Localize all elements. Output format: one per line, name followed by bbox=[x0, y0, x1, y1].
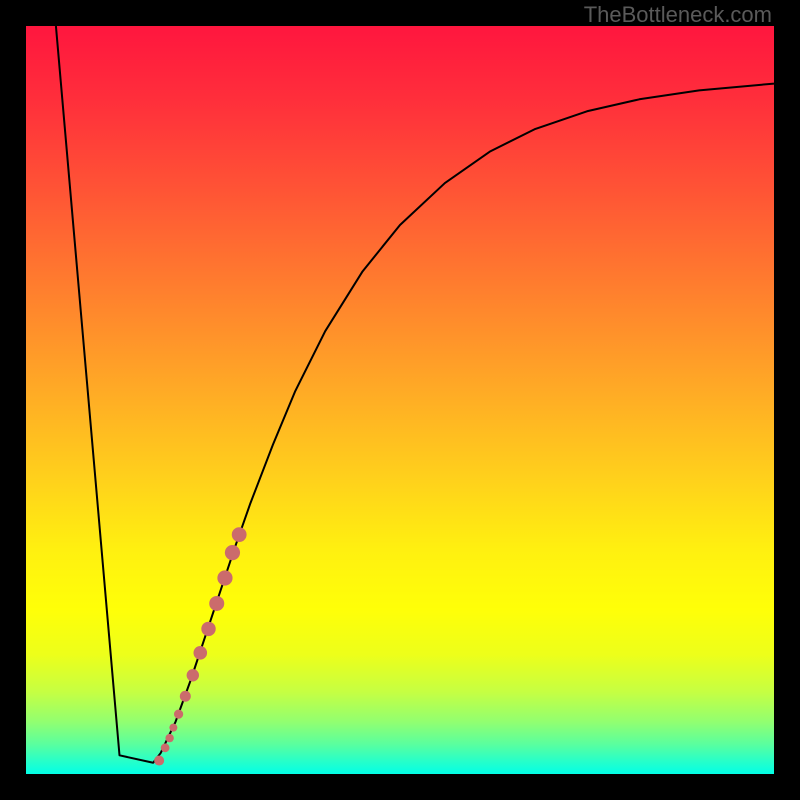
scatter-point bbox=[225, 545, 240, 560]
scatter-point bbox=[174, 710, 183, 719]
scatter-point bbox=[161, 743, 170, 752]
scatter-point bbox=[165, 734, 173, 742]
plot-area bbox=[26, 26, 774, 774]
scatter-point bbox=[180, 691, 191, 702]
scatter-point bbox=[169, 724, 177, 732]
bottleneck-curve-layer bbox=[26, 26, 774, 774]
scatter-point bbox=[187, 669, 199, 681]
bottleneck-curve bbox=[56, 26, 774, 763]
chart-container: TheBottleneck.com bbox=[0, 0, 800, 800]
scatter-point bbox=[209, 596, 224, 611]
scatter-point bbox=[201, 622, 215, 636]
scatter-point bbox=[232, 527, 247, 542]
scatter-point bbox=[193, 646, 207, 660]
watermark-text: TheBottleneck.com bbox=[584, 2, 772, 28]
scatter-point bbox=[217, 570, 232, 585]
scatter-point bbox=[154, 756, 164, 766]
